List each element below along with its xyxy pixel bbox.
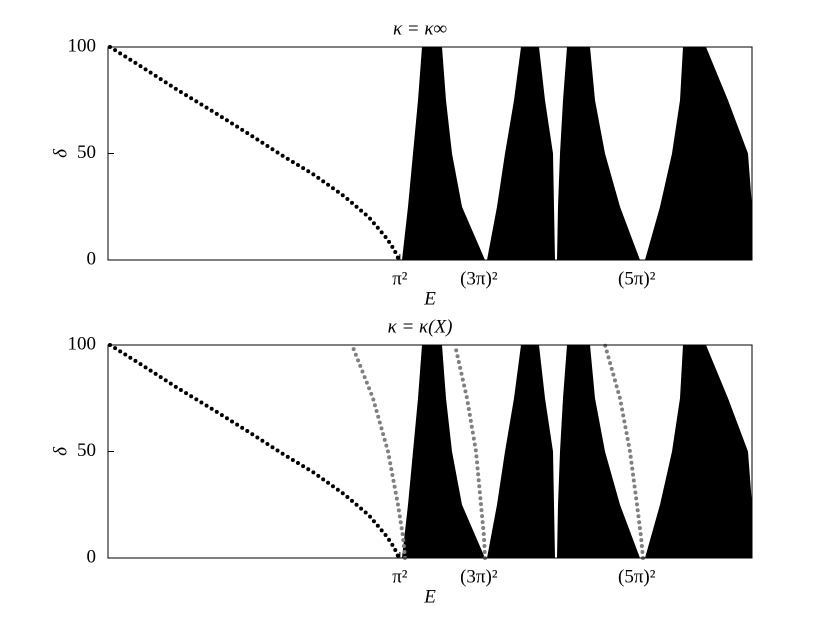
band-region [557, 345, 640, 558]
band-region [487, 47, 555, 260]
band-region [645, 345, 752, 558]
y-tick-label: 50 [77, 440, 96, 461]
band-region [402, 345, 485, 558]
y-tick-label: 0 [87, 546, 97, 567]
band-region [557, 47, 640, 260]
x-axis-label: E [423, 288, 436, 309]
x-tick-label: (5π)² [618, 268, 656, 289]
x-tick-label: (5π)² [618, 566, 656, 587]
dotted-curve [108, 45, 401, 262]
y-tick-label: 0 [87, 248, 97, 269]
y-axis-label: δ [50, 148, 71, 158]
x-tick-label: π² [392, 268, 408, 289]
x-tick-label: π² [392, 566, 408, 587]
y-tick-label: 100 [68, 333, 97, 354]
chart-title: κ = κ∞ [393, 18, 447, 39]
y-tick-label: 50 [77, 142, 96, 163]
chart-title: κ = κ(X) [388, 316, 453, 337]
x-axis-label: E [423, 586, 436, 607]
band-region [402, 47, 485, 260]
band-region [645, 47, 752, 260]
y-tick-label: 100 [68, 35, 97, 56]
x-tick-label: (3π)² [460, 268, 498, 289]
dotted-curve [453, 343, 487, 560]
dotted-curve [108, 343, 401, 560]
dotted-curve [350, 343, 407, 560]
dotted-curve [603, 343, 645, 560]
x-tick-label: (3π)² [460, 566, 498, 587]
band-region [487, 345, 555, 558]
y-axis-label: δ [50, 446, 71, 456]
